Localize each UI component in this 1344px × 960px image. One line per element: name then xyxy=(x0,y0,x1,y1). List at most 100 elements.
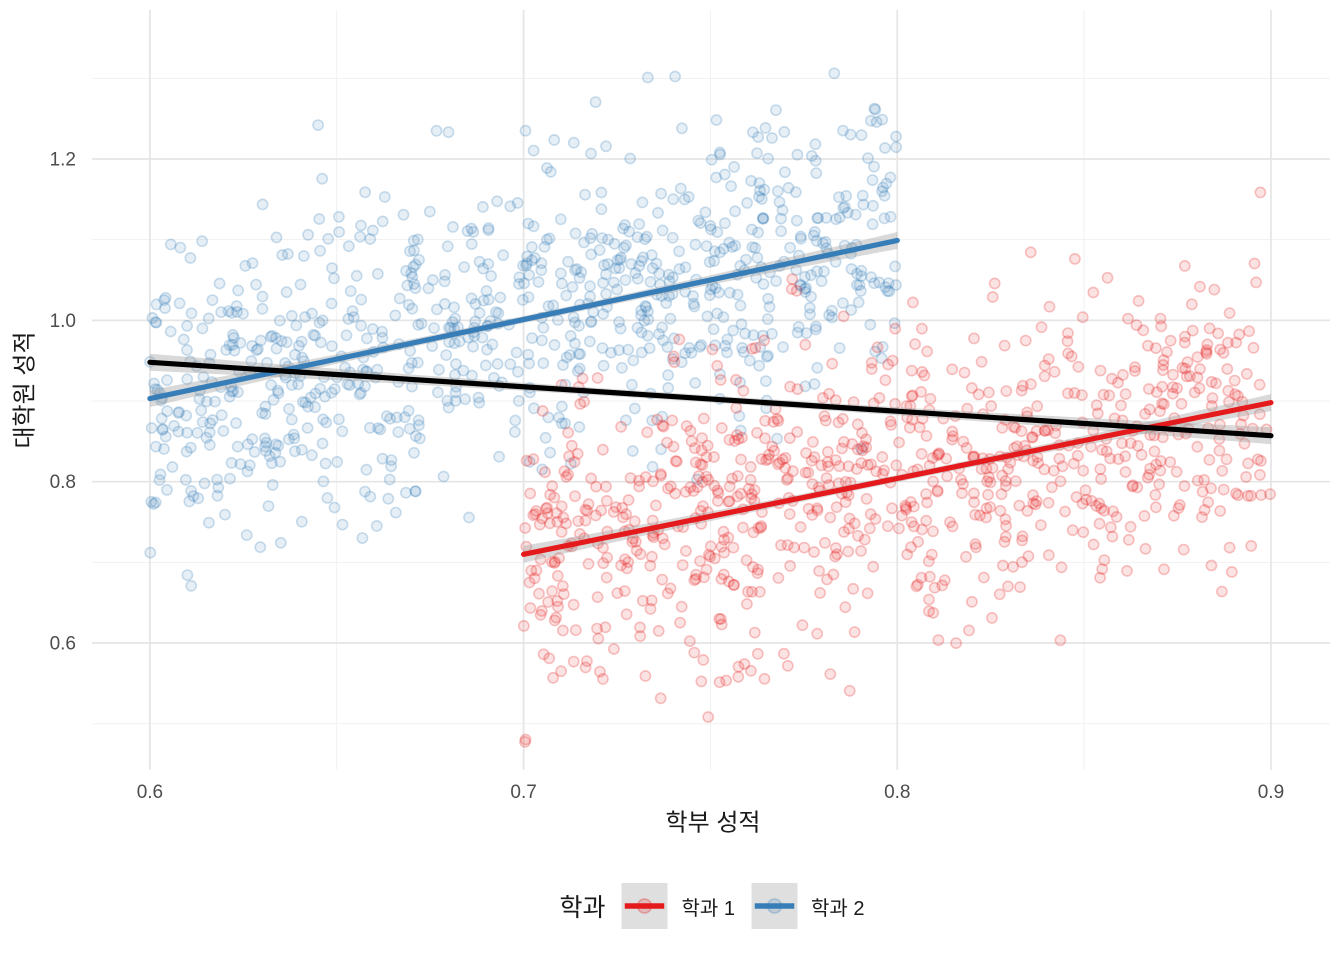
data-point xyxy=(679,347,692,360)
data-point xyxy=(794,230,807,243)
data-point xyxy=(1142,339,1154,352)
data-point xyxy=(653,267,666,280)
data-point xyxy=(526,241,538,253)
data-point xyxy=(809,154,822,167)
data-point xyxy=(655,469,667,482)
data-point xyxy=(778,647,790,660)
data-point xyxy=(548,133,561,146)
data-point xyxy=(1110,511,1123,523)
data-point xyxy=(355,319,367,332)
data-point xyxy=(567,311,580,324)
data-point xyxy=(644,603,657,615)
data-point xyxy=(1255,489,1267,501)
data-point xyxy=(848,626,861,638)
data-point xyxy=(713,676,726,689)
data-point xyxy=(639,233,651,245)
data-point xyxy=(1253,378,1266,391)
data-point xyxy=(457,364,470,377)
data-point xyxy=(397,208,410,221)
data-point xyxy=(823,309,835,322)
data-point xyxy=(614,322,627,335)
data-point xyxy=(225,306,238,319)
data-point xyxy=(1229,388,1242,401)
data-point xyxy=(256,302,269,315)
data-point xyxy=(1217,483,1230,496)
data-point xyxy=(1095,472,1107,485)
data-point xyxy=(856,427,868,439)
data-point xyxy=(203,426,216,439)
data-point xyxy=(234,458,247,470)
data-point xyxy=(1191,440,1204,453)
data-point xyxy=(731,429,743,441)
data-point xyxy=(1240,367,1253,380)
data-point xyxy=(667,440,680,453)
data-point xyxy=(639,299,652,312)
data-point xyxy=(795,232,807,245)
data-point xyxy=(980,462,993,475)
data-point xyxy=(533,518,546,531)
data-point xyxy=(884,415,897,428)
data-point xyxy=(254,541,267,554)
data-point xyxy=(652,206,664,219)
data-point xyxy=(711,226,724,238)
data-point xyxy=(873,391,886,404)
data-point xyxy=(1009,475,1022,488)
data-point xyxy=(1094,364,1107,377)
data-point xyxy=(803,301,816,314)
data-point xyxy=(813,565,825,577)
data-point xyxy=(715,573,728,585)
data-point xyxy=(734,299,747,312)
data-point xyxy=(600,480,612,493)
data-point xyxy=(734,376,746,389)
data-point xyxy=(1170,465,1183,478)
data-point xyxy=(332,210,345,223)
data-point xyxy=(916,322,928,335)
data-point xyxy=(966,595,978,608)
data-point xyxy=(213,277,226,290)
data-point xyxy=(811,361,824,374)
data-point xyxy=(1068,387,1081,399)
data-point xyxy=(548,491,561,504)
data-point xyxy=(646,262,659,275)
data-point xyxy=(1188,386,1201,399)
data-point xyxy=(995,488,1008,501)
data-point xyxy=(271,384,284,397)
data-point xyxy=(1144,462,1156,475)
data-point xyxy=(819,235,832,248)
data-point xyxy=(409,282,422,295)
data-point xyxy=(354,230,366,243)
data-point xyxy=(557,359,569,371)
data-point xyxy=(794,279,807,292)
data-point xyxy=(560,517,572,530)
data-point xyxy=(1214,505,1227,517)
data-point xyxy=(694,340,706,353)
data-point xyxy=(1038,425,1051,437)
data-point xyxy=(886,502,898,515)
data-point xyxy=(650,499,662,512)
data-point xyxy=(624,152,637,165)
data-point xyxy=(481,343,493,356)
data-point xyxy=(543,232,556,245)
data-point xyxy=(591,591,604,603)
data-point xyxy=(1247,341,1260,354)
data-point xyxy=(1214,343,1227,356)
data-point xyxy=(1172,502,1185,515)
data-point xyxy=(343,379,356,392)
data-point xyxy=(784,560,796,572)
data-point xyxy=(653,328,665,340)
data-point xyxy=(550,611,562,624)
data-point xyxy=(923,593,935,606)
data-point xyxy=(243,459,256,472)
data-point xyxy=(695,675,708,688)
data-point xyxy=(739,327,751,340)
data-point xyxy=(1248,257,1261,270)
data-point xyxy=(782,472,794,485)
data-point xyxy=(562,255,574,268)
data-point xyxy=(193,392,206,405)
data-point xyxy=(1222,336,1234,349)
data-point xyxy=(925,548,938,561)
x-tick-label: 0.9 xyxy=(1258,782,1284,803)
data-point xyxy=(246,433,259,446)
data-point xyxy=(431,386,444,399)
data-point xyxy=(195,404,208,417)
